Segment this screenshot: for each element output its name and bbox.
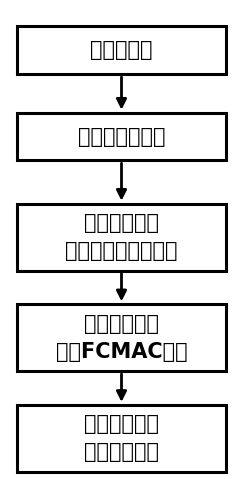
FancyBboxPatch shape [17,26,226,74]
FancyBboxPatch shape [17,204,226,271]
Text: 传感器采集信号: 传感器采集信号 [78,126,165,147]
Text: 具体故障类型: 具体故障类型 [84,414,159,434]
Text: 诊断出绝缘子: 诊断出绝缘子 [84,442,159,462]
Text: 卡尔曼算法去噪提取: 卡尔曼算法去噪提取 [65,241,178,261]
FancyBboxPatch shape [17,304,226,371]
Text: 故障特征样本: 故障特征样本 [84,213,159,233]
Text: 利用FCMAC进行: 利用FCMAC进行 [56,342,187,362]
Text: 故障样本训练: 故障样本训练 [84,314,159,334]
FancyBboxPatch shape [17,405,226,472]
FancyBboxPatch shape [17,113,226,160]
Text: 待测绝缘子: 待测绝缘子 [90,40,153,60]
